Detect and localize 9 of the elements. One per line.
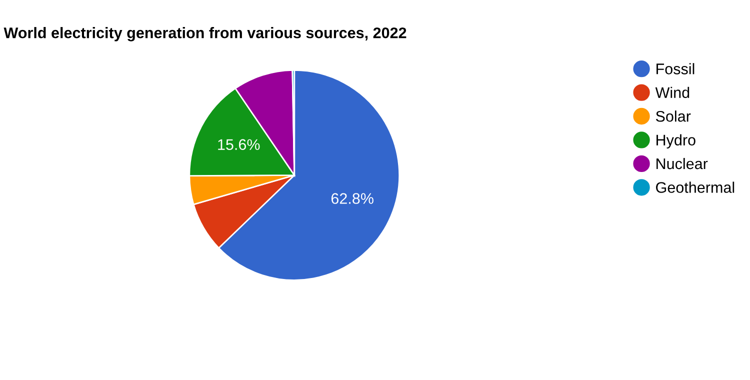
data-label: 62.8%: [331, 193, 374, 204]
legend-label: Solar: [656, 110, 691, 122]
data-label: 15.6%: [218, 139, 260, 150]
legend-label: Geothermal: [656, 182, 734, 193]
legend-label: Wind: [655, 86, 690, 98]
chart-title: World electricity generation from various sources, 2022: [4, 27, 406, 42]
legend-label: Fossil: [656, 63, 694, 74]
legend-label: Nuclear: [656, 158, 708, 170]
legend-label: Hydro: [656, 134, 696, 148]
